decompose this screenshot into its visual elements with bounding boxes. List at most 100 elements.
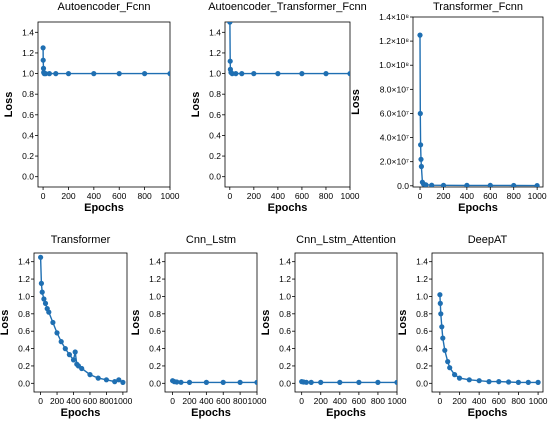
x-tick-label: 600 <box>112 191 126 201</box>
x-tick-label: 600 <box>352 396 366 406</box>
data-point <box>65 71 72 77</box>
y-tick-label: 0.8 <box>22 89 34 99</box>
y-tick-label: 1.4 <box>279 257 291 267</box>
chart-title: Transformer <box>51 234 111 246</box>
data-point <box>447 365 453 371</box>
y-tick-label: 0.6 <box>209 110 221 120</box>
series-group <box>40 45 170 77</box>
y-tick-label: 6.0×10⁷ <box>380 108 409 118</box>
data-point <box>308 379 314 385</box>
x-tick-label: 1000 <box>113 396 132 406</box>
data-point <box>476 378 482 384</box>
x-tick-label: 600 <box>83 396 97 406</box>
x-tick-label: 600 <box>483 191 497 201</box>
series-line <box>439 294 539 384</box>
x-tick-label: 0 <box>38 396 43 406</box>
x-tick-label: 800 <box>507 191 521 201</box>
y-tick-label: 0.2 <box>416 361 428 371</box>
data-point <box>486 379 492 385</box>
series-line <box>229 22 350 75</box>
data-point <box>167 71 170 77</box>
data-point <box>79 365 85 372</box>
series-group <box>417 32 540 187</box>
y-tick-label: 1.2 <box>209 48 221 58</box>
data-point <box>116 377 122 383</box>
x-tick-label: 200 <box>182 396 196 406</box>
chart-title: Autoencoder_Fcnn <box>58 1 151 13</box>
x-tick-label: 200 <box>452 396 466 406</box>
data-point <box>58 339 64 345</box>
y-tick-label: 1.4 <box>416 257 428 267</box>
data-point <box>418 142 424 148</box>
chart-panel-2: Transformer_Fcnn 0 200 400 600 800 1000 0.0 2.0×… <box>350 1 547 214</box>
data-point <box>496 379 502 385</box>
y-tick-label: 1.2 <box>22 48 34 58</box>
y-tick-label: 1.0 <box>279 291 291 301</box>
data-point <box>120 379 126 385</box>
data-point <box>303 379 309 385</box>
x-tick-label: 0 <box>227 191 232 201</box>
data-point <box>487 182 493 187</box>
chart-title: DeepAT <box>468 234 508 246</box>
data-point <box>227 22 233 25</box>
data-point <box>42 300 49 306</box>
y-tick-label: 0.4 <box>149 344 161 354</box>
y-tick-label: 1.0 <box>149 291 161 301</box>
x-tick-label: 600 <box>492 396 506 406</box>
data-point <box>534 183 540 187</box>
x-axis-label: Epochs <box>61 407 101 419</box>
x-tick-label: 400 <box>87 191 101 201</box>
y-tick-label: 1.2 <box>149 274 161 284</box>
data-point <box>40 65 47 71</box>
x-tick-label: 0 <box>299 396 304 406</box>
y-tick-label: 1.4 <box>22 27 34 37</box>
data-point <box>525 379 531 385</box>
x-tick-label: 0 <box>418 191 423 201</box>
series-group <box>227 22 350 77</box>
x-tick-label: 800 <box>138 191 152 201</box>
data-point <box>220 379 226 385</box>
plot-frame <box>37 21 171 188</box>
data-point <box>464 182 470 187</box>
data-point <box>337 379 343 385</box>
data-point <box>174 379 180 385</box>
data-point <box>299 71 305 77</box>
data-point <box>66 352 72 358</box>
y-tick-label: 0.0 <box>209 172 221 182</box>
data-point <box>417 32 423 38</box>
plot-frame <box>294 252 398 393</box>
y-tick-label: 1.4×10⁸ <box>379 12 409 22</box>
series-group <box>170 378 257 385</box>
plot-frame <box>164 252 258 393</box>
data-point <box>142 71 148 77</box>
data-point <box>46 309 52 315</box>
data-point <box>239 71 245 77</box>
y-tick-label: 1.0 <box>18 291 30 301</box>
data-point <box>39 289 45 295</box>
x-tick-label: 400 <box>271 191 285 201</box>
y-tick-label: 0.6 <box>149 326 161 336</box>
x-tick-label: 600 <box>216 396 230 406</box>
y-tick-label: 2.0×10⁷ <box>380 157 409 167</box>
y-tick-label: 0.6 <box>279 326 291 336</box>
data-point <box>437 292 443 298</box>
x-tick-label: 200 <box>314 396 328 406</box>
y-tick-label: 0.2 <box>209 151 221 161</box>
x-axis-label: Epochs <box>326 407 366 419</box>
data-point <box>440 182 447 187</box>
series-group <box>299 379 397 385</box>
y-axis-label: Loss <box>397 310 409 336</box>
y-tick-label: 1.2 <box>416 274 428 284</box>
data-point <box>237 379 243 385</box>
x-tick-label: 200 <box>247 191 261 201</box>
data-point <box>70 357 77 363</box>
chart-panel-3: Transformer 0 200 400 600 800 1000 0.0 0.2 0.4 0.6… <box>0 234 133 419</box>
y-tick-label: 0.4 <box>279 344 291 354</box>
y-axis-label: Loss <box>260 310 272 336</box>
data-point <box>318 379 324 385</box>
data-point <box>456 375 463 381</box>
y-tick-label: 0.8 <box>416 309 428 319</box>
data-point <box>38 254 44 260</box>
data-point <box>203 379 209 385</box>
